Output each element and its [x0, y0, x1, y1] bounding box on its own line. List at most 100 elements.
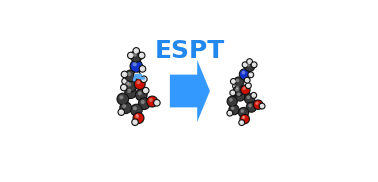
Circle shape: [246, 96, 250, 99]
Circle shape: [253, 63, 254, 65]
Circle shape: [138, 52, 145, 59]
Circle shape: [135, 113, 141, 119]
Circle shape: [252, 94, 254, 96]
Circle shape: [133, 48, 139, 54]
Circle shape: [125, 80, 136, 92]
Circle shape: [147, 96, 158, 107]
Circle shape: [232, 80, 234, 82]
Circle shape: [121, 84, 127, 91]
Circle shape: [228, 111, 230, 113]
Circle shape: [232, 83, 239, 89]
Circle shape: [130, 60, 143, 72]
Circle shape: [149, 98, 153, 102]
Circle shape: [253, 100, 263, 109]
Circle shape: [231, 106, 234, 110]
Circle shape: [240, 114, 249, 124]
Circle shape: [153, 100, 160, 106]
Circle shape: [134, 79, 145, 90]
Circle shape: [240, 109, 244, 113]
Circle shape: [242, 115, 248, 121]
Circle shape: [122, 72, 125, 75]
Circle shape: [125, 81, 129, 85]
Circle shape: [133, 113, 144, 124]
Circle shape: [127, 82, 131, 86]
Circle shape: [119, 110, 122, 112]
Circle shape: [141, 76, 147, 82]
Circle shape: [122, 85, 124, 88]
Circle shape: [233, 86, 243, 96]
Circle shape: [130, 104, 142, 116]
Circle shape: [125, 70, 136, 82]
Circle shape: [135, 89, 147, 101]
Circle shape: [239, 69, 250, 80]
Circle shape: [260, 104, 262, 106]
Circle shape: [138, 98, 150, 110]
Circle shape: [246, 102, 256, 112]
Circle shape: [242, 62, 248, 68]
Circle shape: [237, 93, 240, 96]
Circle shape: [240, 121, 242, 123]
Circle shape: [141, 67, 143, 69]
Circle shape: [242, 71, 245, 74]
Circle shape: [244, 77, 250, 83]
Circle shape: [135, 114, 139, 118]
Circle shape: [239, 107, 249, 118]
Circle shape: [117, 93, 129, 105]
Circle shape: [246, 63, 250, 67]
Circle shape: [139, 66, 146, 72]
Circle shape: [143, 87, 149, 94]
Circle shape: [118, 109, 124, 115]
Circle shape: [245, 61, 255, 72]
Circle shape: [235, 91, 245, 101]
Circle shape: [234, 84, 236, 86]
Circle shape: [247, 59, 253, 64]
Circle shape: [255, 102, 259, 105]
Circle shape: [248, 72, 254, 78]
Circle shape: [127, 72, 131, 76]
Circle shape: [155, 101, 157, 103]
Circle shape: [142, 77, 144, 79]
Circle shape: [135, 72, 137, 75]
Circle shape: [259, 103, 265, 109]
Circle shape: [130, 51, 142, 62]
Circle shape: [236, 79, 239, 82]
Circle shape: [245, 78, 248, 80]
Circle shape: [230, 90, 236, 96]
Circle shape: [127, 89, 131, 93]
Circle shape: [251, 92, 257, 98]
Circle shape: [251, 62, 257, 68]
Circle shape: [122, 78, 128, 84]
Circle shape: [227, 96, 237, 106]
Text: ESPT: ESPT: [155, 39, 225, 63]
Circle shape: [119, 95, 123, 99]
Circle shape: [245, 94, 255, 104]
Circle shape: [248, 60, 250, 62]
Circle shape: [127, 52, 134, 59]
Circle shape: [243, 63, 245, 65]
Circle shape: [133, 106, 137, 110]
Circle shape: [138, 91, 142, 95]
Circle shape: [231, 91, 233, 93]
Circle shape: [141, 100, 145, 104]
Circle shape: [229, 104, 239, 115]
Circle shape: [129, 53, 131, 56]
Circle shape: [243, 87, 246, 90]
Circle shape: [239, 120, 245, 126]
Circle shape: [231, 78, 236, 84]
Circle shape: [121, 71, 128, 78]
Circle shape: [140, 53, 142, 56]
Circle shape: [134, 71, 140, 78]
Circle shape: [229, 98, 233, 102]
Circle shape: [236, 86, 239, 89]
Circle shape: [123, 79, 134, 90]
Circle shape: [227, 110, 233, 116]
Circle shape: [235, 88, 239, 91]
Circle shape: [241, 85, 250, 95]
Circle shape: [234, 77, 244, 87]
Circle shape: [242, 116, 245, 119]
Circle shape: [136, 80, 140, 84]
Circle shape: [123, 79, 125, 81]
Circle shape: [122, 104, 126, 108]
Circle shape: [246, 84, 249, 86]
Circle shape: [125, 87, 136, 98]
